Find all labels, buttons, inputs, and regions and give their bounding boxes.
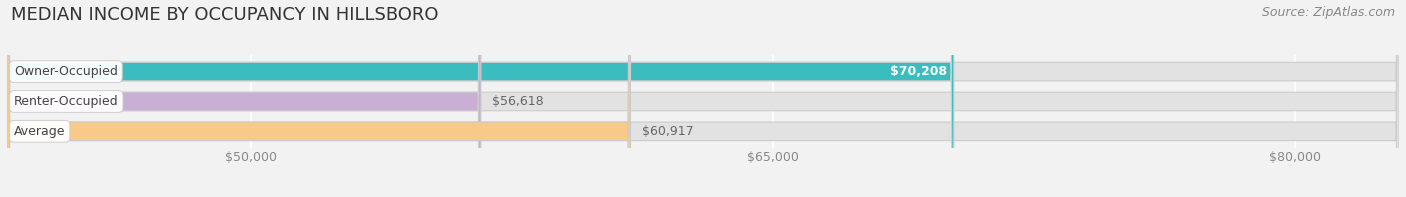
FancyBboxPatch shape xyxy=(7,0,1399,197)
Text: Renter-Occupied: Renter-Occupied xyxy=(14,95,118,108)
Text: $60,917: $60,917 xyxy=(641,125,693,138)
FancyBboxPatch shape xyxy=(7,0,630,197)
Text: $70,208: $70,208 xyxy=(890,65,946,78)
FancyBboxPatch shape xyxy=(7,0,481,197)
Text: $56,618: $56,618 xyxy=(492,95,544,108)
Text: MEDIAN INCOME BY OCCUPANCY IN HILLSBORO: MEDIAN INCOME BY OCCUPANCY IN HILLSBORO xyxy=(11,6,439,24)
FancyBboxPatch shape xyxy=(7,0,1399,197)
FancyBboxPatch shape xyxy=(7,0,953,197)
Text: Owner-Occupied: Owner-Occupied xyxy=(14,65,118,78)
Text: Source: ZipAtlas.com: Source: ZipAtlas.com xyxy=(1261,6,1395,19)
FancyBboxPatch shape xyxy=(7,0,1399,197)
Text: Average: Average xyxy=(14,125,66,138)
